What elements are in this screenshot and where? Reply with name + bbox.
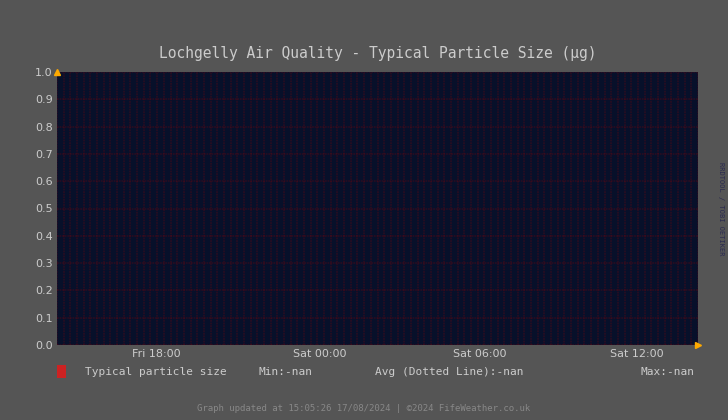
Text: RRDTOOL / TOBI OETIKER: RRDTOOL / TOBI OETIKER [719, 162, 724, 255]
Text: Lochgelly Air Quality - Typical Particle Size (μg): Lochgelly Air Quality - Typical Particle… [159, 46, 596, 60]
Text: Max:-nan: Max:-nan [641, 367, 695, 377]
Text: Min:-nan: Min:-nan [258, 367, 312, 377]
Text: Graph updated at 15:05:26 17/08/2024 | ©2024 FifeWeather.co.uk: Graph updated at 15:05:26 17/08/2024 | ©… [197, 404, 531, 413]
Text: Typical particle size: Typical particle size [84, 367, 226, 377]
Text: Avg (Dotted Line):-nan: Avg (Dotted Line):-nan [375, 367, 523, 377]
